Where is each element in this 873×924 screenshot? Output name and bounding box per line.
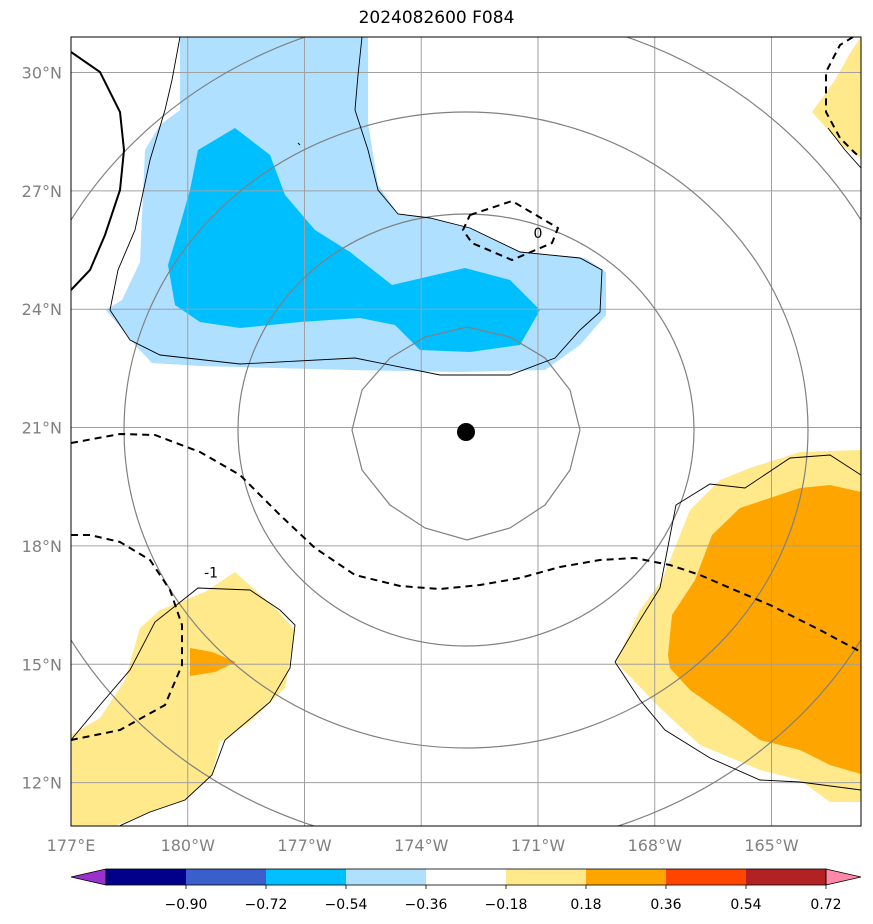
- colorbar-right-extend: [825, 868, 862, 886]
- contour-label: 0: [534, 226, 543, 242]
- lon-tick-label: 165°W: [744, 836, 799, 855]
- plot-frame: [70, 36, 862, 827]
- lat-tick-label: 12°N: [22, 774, 62, 793]
- colorbar-outline: [105, 868, 827, 886]
- yellow-shade-northeast: [812, 37, 861, 158]
- lat-tick-label: 27°N: [22, 182, 62, 201]
- lat-tick-label: 21°N: [22, 419, 62, 438]
- colorbar: [70, 868, 862, 886]
- contour-label: -1: [204, 565, 218, 581]
- coastlines: [71, 37, 861, 826]
- colorbar-segment: [346, 869, 426, 885]
- colorbar-segment: [666, 869, 746, 885]
- solid-contour: [71, 51, 126, 291]
- colorbar-segment: [426, 869, 506, 885]
- colorbar-segment: [506, 869, 586, 885]
- map-title: 2024082600 F084: [358, 8, 515, 28]
- lat-tick-label: 15°N: [22, 655, 62, 674]
- latitude-labels: 30°N 27°N 24°N 21°N 18°N 15°N 12°N: [22, 64, 62, 793]
- lat-tick-label: 30°N: [22, 64, 62, 83]
- colorbar-left-extend: [70, 868, 107, 886]
- colorbar-tick-label: 0.36: [650, 897, 681, 913]
- lon-tick-label: 177°E: [47, 836, 96, 855]
- lon-tick-label: 168°W: [628, 836, 683, 855]
- dashed-contour-northeast: [825, 37, 861, 159]
- dashed-contour-main: [71, 432, 861, 653]
- lon-tick-label: 171°W: [511, 836, 566, 855]
- colorbar-segment: [746, 869, 826, 885]
- orange-shade-southeast: [668, 485, 861, 774]
- lon-tick-label: 177°W: [277, 836, 332, 855]
- colorbar-tick-label: 0.72: [810, 897, 841, 913]
- colorbar-tick-label: −0.54: [325, 897, 368, 913]
- storm-center-marker: [457, 423, 475, 441]
- contour-labels: 0 -1: [204, 226, 542, 581]
- lon-tick-label: 180°W: [161, 836, 216, 855]
- blue-shade: [168, 128, 540, 352]
- colorbar-tick-label: −0.36: [405, 897, 448, 913]
- orange-shade-southwest: [190, 648, 236, 676]
- dashed-contour-west: [71, 534, 183, 741]
- colorbar-segment: [106, 869, 186, 885]
- dashed-contour-north: [461, 199, 560, 262]
- lat-tick-label: 24°N: [22, 300, 62, 319]
- colorbar-tick-label: −0.72: [245, 897, 288, 913]
- colorbar-labels: −0.90 −0.72 −0.54 −0.36 −0.18 0.18 0.36 0.54 0.7…: [165, 885, 842, 913]
- contour-lines: [71, 37, 861, 741]
- colorbar-segment: [586, 869, 666, 885]
- longitude-labels: 177°E 180°W 177°W 174°W 171°W 168°W 165°W: [47, 836, 799, 855]
- colorbar-tick-label: −0.90: [165, 897, 208, 913]
- colorbar-tick-label: 0.54: [730, 897, 761, 913]
- yellow-shade-southwest: [71, 572, 295, 826]
- colorbar-segment: [266, 869, 346, 885]
- range-rings: [71, 37, 861, 826]
- lat-tick-label: 18°N: [22, 537, 62, 556]
- colorbar-tick-label: 0.18: [570, 897, 601, 913]
- lon-tick-label: 174°W: [394, 836, 449, 855]
- colorbar-tick-label: −0.18: [485, 897, 528, 913]
- colorbar-segment: [186, 869, 266, 885]
